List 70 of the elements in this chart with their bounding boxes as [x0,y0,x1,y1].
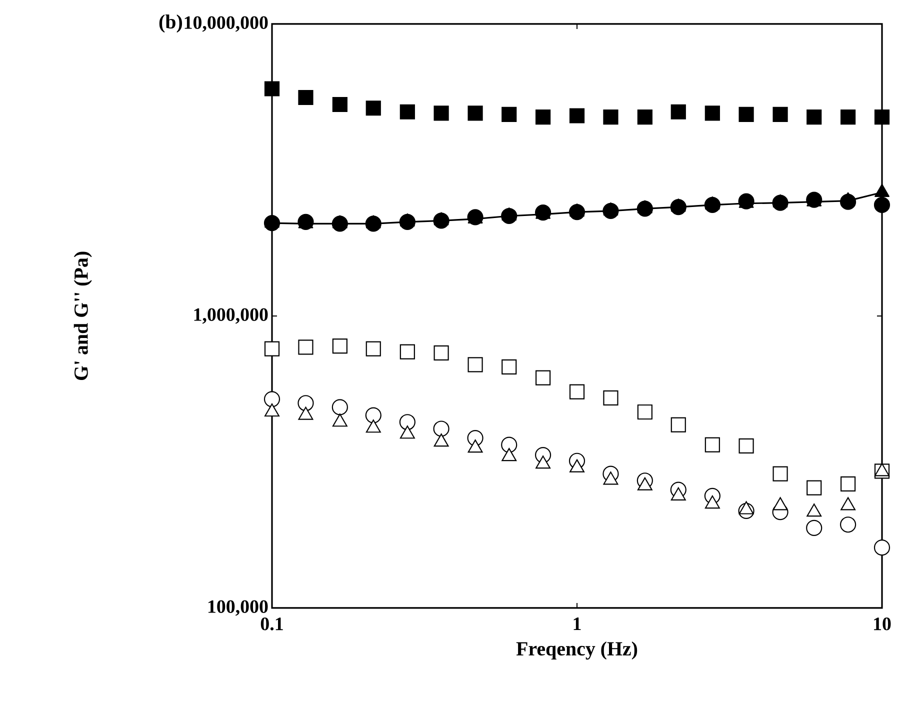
point [332,216,348,232]
point [806,480,822,496]
point [772,466,788,482]
point [569,108,585,124]
point [840,516,856,533]
x-tick-label: 10 [874,618,891,630]
point [603,390,618,406]
point [603,110,618,125]
point [637,110,652,125]
point [366,100,381,116]
x-tick-label: 1 [574,618,581,630]
point [738,106,754,122]
x-tick-label: 0.1 [260,618,283,630]
point [704,437,720,452]
y-tick-label: 10,000,000 [184,16,268,32]
point [772,194,788,211]
point [840,476,856,492]
point [468,106,483,121]
point [840,194,856,210]
point [535,370,551,386]
point [738,438,754,454]
point [637,404,652,420]
point [874,540,890,556]
point [264,81,280,96]
point [670,417,686,432]
point [434,106,449,121]
point [874,196,890,214]
point [434,345,449,361]
y-tick-label: 1,000,000 [194,308,268,324]
point [772,106,788,122]
point [568,204,586,220]
point [264,215,280,232]
point [264,391,280,408]
point [874,110,890,125]
point [365,407,382,424]
point [806,520,822,536]
point [569,384,585,400]
point [636,200,653,217]
point [332,96,348,112]
point [670,199,686,216]
point [602,202,619,219]
point [264,341,280,356]
point [332,338,348,354]
point [501,436,518,453]
point [399,214,416,230]
point [704,196,720,214]
point [366,341,381,356]
point [298,340,314,355]
y-axis-title: G' and G'' (Pa) [74,252,92,380]
point [806,110,822,125]
point [670,104,686,120]
point [840,110,856,125]
point [400,104,415,120]
point [501,208,518,224]
point [433,420,450,437]
x-axis-title: Freqency (Hz) [516,642,638,660]
text: (b) [159,14,182,33]
point [468,357,483,372]
point [535,110,551,125]
point [704,106,720,121]
point [400,344,415,360]
point [502,106,517,122]
point [502,359,517,375]
point [298,90,314,106]
point [433,212,450,229]
point [399,414,416,430]
point [298,395,314,412]
y-tick-label: 100,000 [208,600,268,616]
point [332,399,348,416]
point [365,216,382,232]
